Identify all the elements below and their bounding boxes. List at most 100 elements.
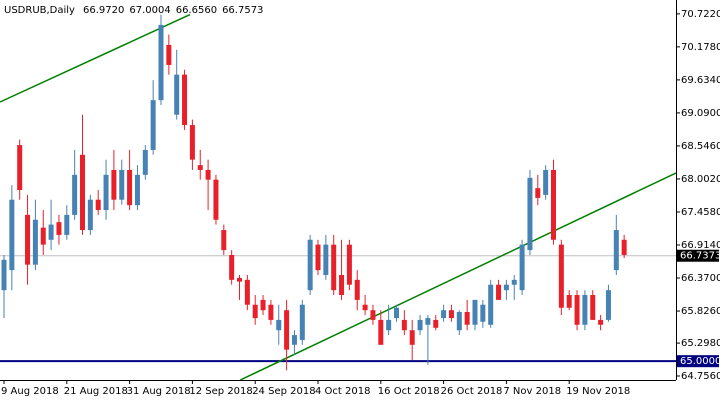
x-tick-label: 21 Aug 2018 bbox=[64, 386, 128, 397]
y-tick-label: 68.5460 bbox=[681, 141, 720, 152]
candle-body bbox=[527, 177, 533, 251]
candle-body bbox=[174, 74, 180, 115]
x-tick-label: 16 Oct 2018 bbox=[378, 386, 440, 397]
candle-body bbox=[268, 304, 274, 320]
candle-body bbox=[80, 154, 85, 231]
candle-body bbox=[111, 169, 117, 200]
candle-body bbox=[142, 149, 148, 175]
candle-body bbox=[464, 312, 470, 325]
x-tick-label: 26 Oct 2018 bbox=[441, 386, 503, 397]
x-tick-label: 4 Oct 2018 bbox=[315, 386, 370, 397]
candle-body bbox=[543, 169, 549, 195]
candle-body bbox=[409, 330, 415, 345]
candle-body bbox=[362, 304, 368, 311]
candle-body bbox=[9, 199, 15, 271]
price-label-box bbox=[677, 249, 719, 262]
candle-body bbox=[48, 224, 54, 240]
candle-body bbox=[582, 295, 588, 325]
y-tick-label: 66.9140 bbox=[681, 240, 720, 251]
candle-body bbox=[354, 279, 360, 300]
candle-body bbox=[213, 179, 219, 220]
candle-body bbox=[346, 244, 352, 285]
candle-body bbox=[370, 310, 376, 320]
candle-body bbox=[496, 284, 502, 300]
candle-body bbox=[456, 312, 462, 331]
candle-body bbox=[252, 304, 258, 319]
plot-area bbox=[0, 13, 676, 380]
candle-body bbox=[299, 304, 305, 340]
candle-body bbox=[244, 279, 250, 305]
candle-body bbox=[197, 165, 203, 170]
candle-body bbox=[551, 169, 556, 240]
candle-body bbox=[417, 319, 423, 331]
candle-body bbox=[40, 227, 46, 245]
x-tick-label: 19 Nov 2018 bbox=[566, 386, 630, 397]
candle-body bbox=[331, 244, 337, 291]
y-tick-label: 64.7560 bbox=[681, 371, 720, 382]
candle-body bbox=[503, 284, 509, 291]
y-tick-label: 67.4580 bbox=[681, 207, 720, 218]
candle-body bbox=[95, 199, 101, 211]
candle-body bbox=[598, 319, 604, 325]
candle-body bbox=[260, 299, 266, 311]
candle-body bbox=[158, 24, 164, 101]
candle-body bbox=[519, 244, 525, 291]
y-tick-label: 70.1780 bbox=[681, 42, 720, 53]
candle-body bbox=[150, 100, 156, 150]
chart-title: USDRUB,Daily bbox=[4, 5, 75, 16]
candle-body bbox=[127, 169, 133, 206]
candle-body bbox=[237, 278, 242, 282]
candle-body bbox=[276, 319, 282, 331]
candle-body bbox=[621, 239, 627, 255]
candle-body bbox=[448, 310, 454, 319]
header-value: 67.0004 bbox=[129, 5, 170, 16]
candle-body bbox=[613, 230, 619, 271]
candle-body bbox=[535, 188, 541, 198]
candle-body bbox=[472, 299, 478, 325]
y-tick-label: 68.0020 bbox=[681, 174, 720, 185]
candle-body bbox=[605, 290, 611, 320]
candle-body bbox=[284, 310, 290, 350]
candle-body bbox=[87, 199, 93, 231]
candle-body bbox=[566, 295, 572, 308]
y-tick-label: 69.0900 bbox=[681, 108, 720, 119]
candle-body bbox=[103, 174, 109, 211]
x-tick-label: 24 Sep 2018 bbox=[252, 386, 315, 397]
y-tick-label: 65.8260 bbox=[681, 306, 720, 317]
candle-body bbox=[378, 319, 384, 345]
x-tick-label: 12 Sep 2018 bbox=[189, 386, 252, 397]
candle-body bbox=[166, 44, 172, 65]
candle-body bbox=[315, 244, 321, 271]
trendline bbox=[239, 172, 676, 380]
header-value: 66.7573 bbox=[222, 5, 263, 16]
header-value: 66.9720 bbox=[83, 5, 124, 16]
y-tick-label: 69.6340 bbox=[681, 75, 720, 86]
candle-body bbox=[221, 230, 227, 251]
candle-body bbox=[386, 319, 392, 331]
candle-body bbox=[1, 259, 7, 291]
candle-body bbox=[480, 304, 486, 322]
candle-body bbox=[574, 295, 580, 325]
x-tick-label: 31 Aug 2018 bbox=[127, 386, 191, 397]
candle-body bbox=[291, 335, 297, 345]
candle-body bbox=[307, 239, 313, 291]
price-label-box bbox=[677, 355, 719, 368]
candle-body bbox=[323, 244, 329, 275]
candle-body bbox=[17, 145, 23, 190]
candle-body bbox=[134, 174, 140, 206]
candle-body bbox=[189, 125, 195, 160]
candle-body bbox=[401, 319, 407, 331]
price-label: 65.0000 bbox=[680, 356, 720, 367]
candle-body bbox=[511, 279, 517, 285]
x-tick-label: 9 Aug 2018 bbox=[1, 386, 59, 397]
candle-body bbox=[25, 214, 31, 265]
candle-body bbox=[32, 219, 38, 265]
candle-body bbox=[558, 244, 564, 308]
candle-body bbox=[205, 169, 211, 180]
y-tick-label: 65.2980 bbox=[681, 338, 720, 349]
candle-body bbox=[433, 319, 439, 328]
price-label: 66.7373 bbox=[680, 251, 720, 262]
header-value: 66.6560 bbox=[176, 5, 217, 16]
